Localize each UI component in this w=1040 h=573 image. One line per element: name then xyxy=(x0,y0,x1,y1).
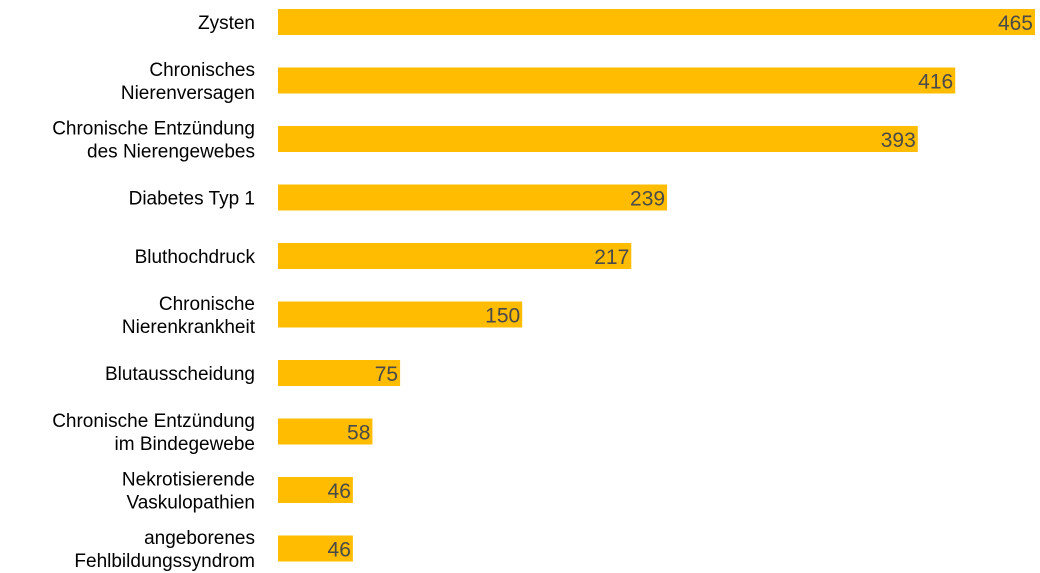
category-label-line: Chronische Entzündung xyxy=(52,411,255,432)
category-label: Chronisches Nierenversagen xyxy=(121,60,255,104)
bar-value-label: 217 xyxy=(594,246,629,269)
bar-7 xyxy=(278,360,401,386)
category-label-line: Blutausscheidung xyxy=(105,364,255,385)
bar-5 xyxy=(278,243,632,269)
category-label-line: Chronische xyxy=(159,294,255,315)
bar-1 xyxy=(278,9,1035,35)
bar-3 xyxy=(278,126,918,152)
bar-9 xyxy=(278,477,353,503)
category-label: Chronische Entzündung des Nierengewebes xyxy=(52,119,255,163)
category-label-line: Diabetes Typ 1 xyxy=(129,189,255,210)
category-label: angeborenes Fehlbildungssyndrom xyxy=(74,528,255,572)
category-label: Nekrotisierende Vaskulopathien xyxy=(122,470,255,514)
category-label: Blutausscheidung xyxy=(105,364,255,385)
category-label-line: Bluthochdruck xyxy=(135,247,256,268)
bar-value-label: 393 xyxy=(881,129,916,152)
bar-2 xyxy=(278,67,956,94)
category-label-line: des Nierengewebes xyxy=(87,142,255,163)
bar-value-label: 75 xyxy=(375,363,398,386)
category-label-line: Nierenversagen xyxy=(121,83,255,104)
category-label: Bluthochdruck xyxy=(135,247,256,268)
bar-value-label: 239 xyxy=(630,188,665,211)
category-label-line: Nekrotisierende xyxy=(122,470,255,491)
category-label-line: Zysten xyxy=(198,13,255,34)
bar-4 xyxy=(278,184,668,211)
category-label: Diabetes Typ 1 xyxy=(129,189,255,210)
category-label: Chronische Nierenkrankheit xyxy=(122,294,256,338)
category-label-line: Nierenkrankheit xyxy=(122,317,256,338)
bar-value-label: 58 xyxy=(347,422,370,445)
bar-value-label: 46 xyxy=(328,480,351,503)
bars-group xyxy=(278,9,1035,562)
value-labels-group: 465 416 393 239 217 150 75 58 46 46 xyxy=(328,12,1033,562)
category-label: Zysten xyxy=(198,13,255,34)
bar-value-label: 46 xyxy=(328,539,351,562)
bar-value-label: 150 xyxy=(485,305,520,328)
bar-6 xyxy=(278,301,523,328)
category-label-line: Fehlbildungssyndrom xyxy=(74,551,255,572)
category-label-line: angeborenes xyxy=(144,528,255,549)
category-label-line: Vaskulopathien xyxy=(126,493,255,514)
bar-8 xyxy=(278,418,373,445)
category-label-line: im Bindegewebe xyxy=(115,434,255,455)
category-label: Chronische Entzündung im Bindegewebe xyxy=(52,411,255,455)
bar-value-label: 465 xyxy=(998,12,1033,35)
bar-value-label: 416 xyxy=(918,71,953,94)
category-label-line: Chronisches xyxy=(149,60,255,81)
category-label-line: Chronische Entzündung xyxy=(52,119,255,140)
bar-10 xyxy=(278,535,353,562)
